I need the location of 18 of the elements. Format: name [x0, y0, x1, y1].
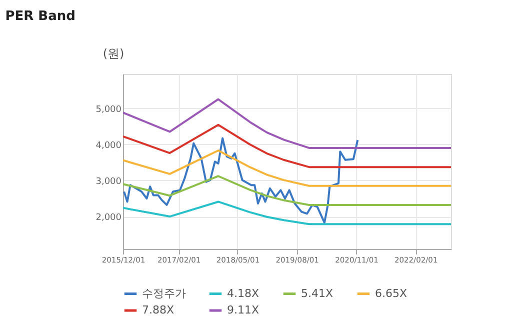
legend-label: 6.65X — [375, 286, 408, 300]
y-tick-label: 5,000 — [96, 104, 122, 115]
line-series — [123, 200, 451, 226]
line-series — [123, 149, 451, 187]
line-series — [123, 137, 359, 224]
legend-label: 4.18X — [227, 286, 260, 300]
y-tick-label: 4,000 — [96, 140, 122, 151]
line-series — [123, 98, 451, 149]
legend-label: 수정주가 — [142, 286, 186, 300]
y-tick-label: 3,000 — [96, 176, 122, 187]
y-axis-title: (원) — [102, 46, 124, 60]
y-tick-label: 2,000 — [96, 213, 122, 224]
chart-title: PER Band — [5, 9, 76, 24]
legend-label: 7.88X — [142, 304, 174, 316]
line-series — [123, 124, 451, 168]
line-series — [123, 175, 451, 206]
legend-label: 9.11X — [227, 304, 260, 316]
legend-label: 5.41X — [301, 286, 334, 300]
